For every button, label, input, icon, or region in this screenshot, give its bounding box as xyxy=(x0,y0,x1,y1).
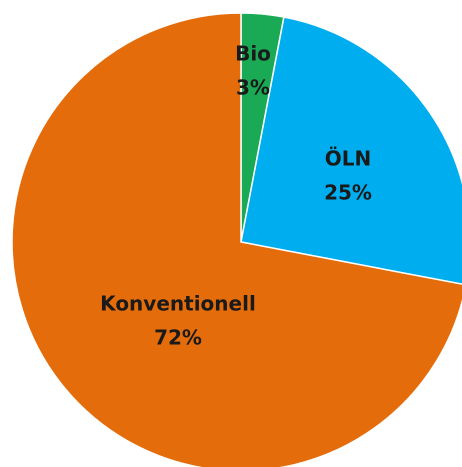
slice-label: ÖLN xyxy=(325,147,371,171)
slice-value-label: 25% xyxy=(324,181,372,205)
pie-slice xyxy=(11,12,462,467)
slice-value-label: 3% xyxy=(236,76,270,100)
slice-value-label: 72% xyxy=(154,326,202,350)
slice-label: Bio xyxy=(235,42,271,66)
pie-slice xyxy=(240,16,462,285)
slice-label: Konventionell xyxy=(100,292,256,316)
